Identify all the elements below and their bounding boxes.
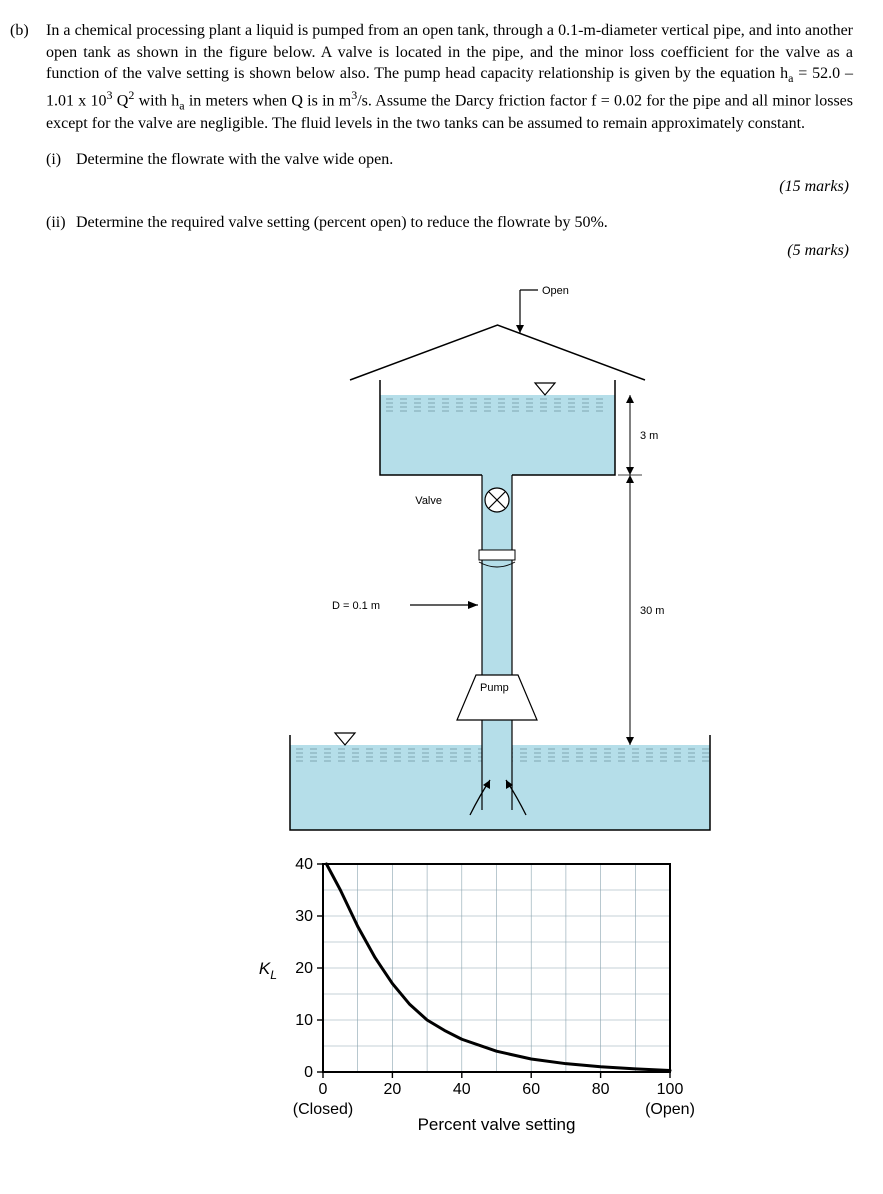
svg-text:40: 40 (452, 1081, 470, 1098)
svg-text:30 m: 30 m (640, 605, 664, 617)
svg-text:40: 40 (295, 856, 313, 873)
svg-text:Pump: Pump (480, 682, 509, 694)
question-body: In a chemical processing plant a liquid … (46, 20, 853, 1148)
kl-chart: 0 20 40 60 80 100 0 10 20 30 40 KL (Closed) (Open) Per… (235, 852, 695, 1149)
para-part-1: In a chemical processing plant a liquid … (46, 22, 853, 82)
svg-text:60: 60 (522, 1081, 540, 1098)
subq2-label: (ii) (46, 212, 76, 234)
chart-svg: 0 20 40 60 80 100 0 10 20 30 40 KL (Closed) (Open) Per… (235, 852, 695, 1142)
svg-text:(Closed): (Closed) (292, 1101, 352, 1118)
problem-statement: In a chemical processing plant a liquid … (46, 20, 853, 135)
svg-text:(Open): (Open) (645, 1101, 695, 1118)
subq2-text: Determine the required valve setting (pe… (76, 212, 853, 234)
subquestion-2: (ii) Determine the required valve settin… (46, 212, 853, 234)
svg-text:Valve: Valve (415, 495, 442, 507)
svg-text:0: 0 (304, 1064, 313, 1081)
svg-text:D = 0.1 m: D = 0.1 m (332, 600, 380, 612)
para-part-4: with h (134, 92, 179, 109)
question-label: (b) (10, 20, 46, 1148)
svg-text:3 m: 3 m (640, 430, 658, 442)
svg-text:20: 20 (295, 960, 313, 977)
subq1-text: Determine the flowrate with the valve wi… (76, 149, 853, 171)
svg-text:0: 0 (318, 1081, 327, 1098)
svg-text:10: 10 (295, 1012, 313, 1029)
svg-text:30: 30 (295, 908, 313, 925)
marks-1: (15 marks) (46, 176, 853, 198)
svg-text:100: 100 (656, 1081, 683, 1098)
question-root: (b) In a chemical processing plant a liq… (10, 20, 853, 1148)
subquestion-1: (i) Determine the flowrate with the valv… (46, 149, 853, 171)
subq1-label: (i) (46, 149, 76, 171)
svg-text:Percent valve setting: Percent valve setting (417, 1115, 575, 1134)
marks-2: (5 marks) (46, 240, 853, 262)
svg-text:20: 20 (383, 1081, 401, 1098)
figure-wrap: Open Valve Pump D = 0.1 m 3 m 30 m 0 20 40 60 80 1… (46, 275, 853, 1148)
svg-text:KL: KL (258, 959, 276, 982)
svg-text:80: 80 (591, 1081, 609, 1098)
svg-text:Open: Open (542, 285, 569, 297)
para-part-5: in meters when Q is in m (185, 92, 352, 109)
system-diagram: Open Valve Pump D = 0.1 m 3 m 30 m (220, 275, 740, 842)
para-part-3: Q (113, 92, 129, 109)
diagram-svg: Open Valve Pump D = 0.1 m 3 m 30 m (220, 275, 740, 835)
